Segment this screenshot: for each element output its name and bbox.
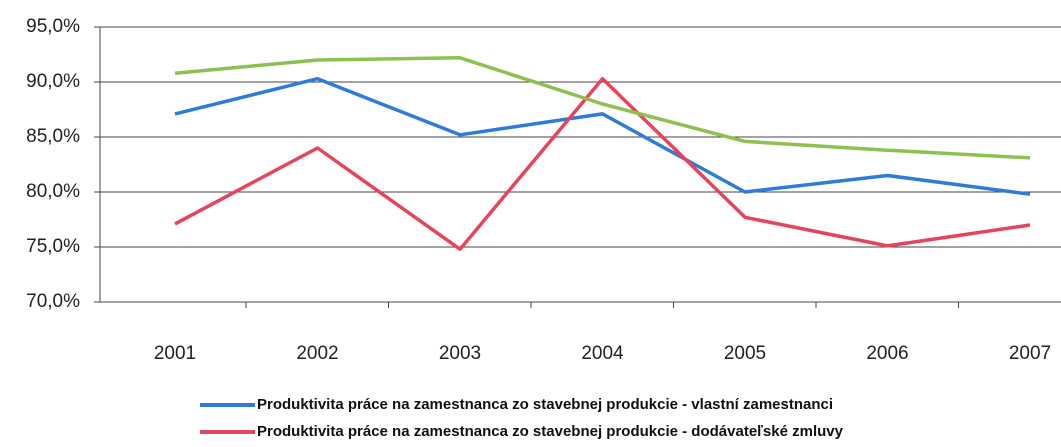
y-tick-label: 70,0% [26,291,80,312]
x-tick-label: 2002 [296,343,338,364]
x-tick-label: 2006 [866,343,908,364]
x-tick-label: 2005 [724,343,766,364]
x-tick-label: 2001 [154,343,196,364]
y-tick-label: 80,0% [26,181,80,202]
legend-label: Produktivita práce na zamestnanca zo sta… [257,396,833,413]
x-tick-label: 2003 [439,343,481,364]
y-tick-label: 95,0% [26,16,80,37]
y-tick-label: 90,0% [26,71,80,92]
series-line [174,56,1031,160]
legend-label: Produktivita práce na zamestnanca zo sta… [257,423,844,440]
x-tick-label: 2004 [581,343,624,364]
y-tick-label: 85,0% [26,126,80,147]
series-line [174,76,1031,251]
y-tick-label: 75,0% [26,236,80,257]
series-line [174,76,1031,196]
x-tick-label: 2007 [1009,343,1051,364]
